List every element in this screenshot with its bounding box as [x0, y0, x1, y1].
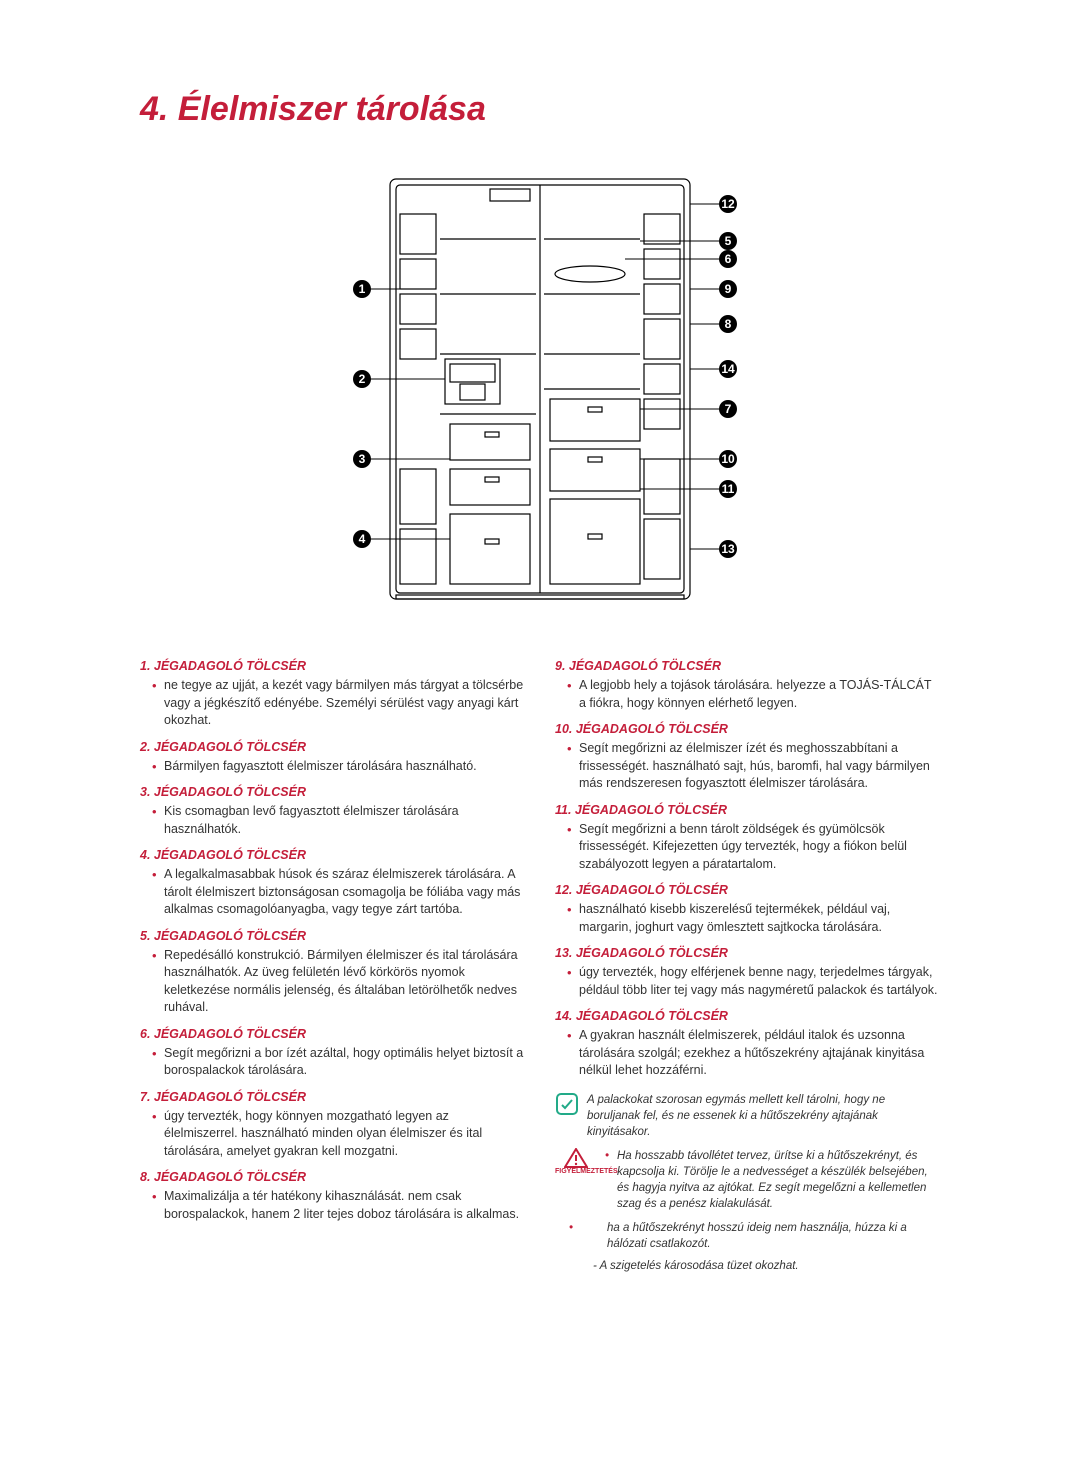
- left-column: 1. JÉGADAGOLÓ TÖLCSÉR ne tegye az ujját, …: [140, 649, 525, 1280]
- callout-11: 11: [640, 480, 737, 498]
- callout-8: 8: [690, 315, 737, 333]
- notes-block: A palackokat szorosan egymás mellett kel…: [555, 1092, 940, 1275]
- section-heading: 12. JÉGADAGOLÓ TÖLCSÉR: [555, 883, 940, 897]
- callout-12: 12: [690, 195, 737, 213]
- section-heading: 10. JÉGADAGOLÓ TÖLCSÉR: [555, 722, 940, 736]
- svg-text:13: 13: [721, 542, 735, 556]
- section-body: Maximalizálja a tér hatékony kihasználás…: [140, 1188, 525, 1223]
- callout-6: 6: [625, 250, 737, 268]
- callout-14: 14: [690, 360, 737, 378]
- svg-text:11: 11: [722, 482, 735, 496]
- svg-text:4: 4: [359, 532, 366, 546]
- section-body: Segít megőrizni a benn tárolt zöldségek …: [555, 821, 940, 874]
- callout-1: 1: [353, 280, 400, 298]
- section-heading: 13. JÉGADAGOLÓ TÖLCSÉR: [555, 946, 940, 960]
- warn-note-text-2: ha a hűtőszekrényt hosszú ideig nem hasz…: [569, 1220, 940, 1252]
- callout-9: 9: [690, 280, 737, 298]
- section-body: használható kisebb kiszerelésű tejtermék…: [555, 901, 940, 936]
- section-body: úgy tervezték, hogy könnyen mozgatható l…: [140, 1108, 525, 1161]
- section-heading: 5. JÉGADAGOLÓ TÖLCSÉR: [140, 929, 525, 943]
- section-body: Segít megőrizni a bor ízét azáltal, hogy…: [140, 1045, 525, 1080]
- svg-text:9: 9: [725, 282, 732, 296]
- info-icon: [555, 1092, 579, 1116]
- info-note-text: A palackokat szorosan egymás mellett kel…: [587, 1092, 940, 1140]
- right-column: 9. JÉGADAGOLÓ TÖLCSÉR A legjobb hely a to…: [555, 649, 940, 1280]
- section-body: Segít megőrizni az élelmiszer ízét és me…: [555, 740, 940, 793]
- section-heading: 8. JÉGADAGOLÓ TÖLCSÉR: [140, 1170, 525, 1184]
- section-body: Bármilyen fagyasztott élelmiszer tárolás…: [140, 758, 525, 776]
- svg-text:8: 8: [725, 317, 732, 331]
- svg-text:1: 1: [359, 282, 366, 296]
- callout-13: 13: [690, 540, 737, 558]
- section-heading: 4. JÉGADAGOLÓ TÖLCSÉR: [140, 848, 525, 862]
- section-body: Repedésálló konstrukció. Bármilyen élelm…: [140, 947, 525, 1017]
- section-body: A legalkalmasabbak húsok és száraz élelm…: [140, 866, 525, 919]
- warn-label: FIGYELMEZTETÉS: [555, 1168, 597, 1175]
- warn-note: FIGYELMEZTETÉS Ha hosszabb távollétet te…: [555, 1148, 940, 1212]
- callout-10: 10: [640, 450, 737, 468]
- section-body: A legjobb hely a tojások tárolására. hel…: [555, 677, 940, 712]
- section-heading: 3. JÉGADAGOLÓ TÖLCSÉR: [140, 785, 525, 799]
- warn-note-text-1: Ha hosszabb távollétet tervez, ürítse ki…: [605, 1148, 940, 1212]
- svg-text:14: 14: [721, 362, 735, 376]
- section-body: ne tegye az ujját, a kezét vagy bármilye…: [140, 677, 525, 730]
- section-body: A gyakran használt élelmiszerek, például…: [555, 1027, 940, 1080]
- warning-icon: FIGYELMEZTETÉS: [555, 1148, 597, 1172]
- section-heading: 9. JÉGADAGOLÓ TÖLCSÉR: [555, 659, 940, 673]
- callout-7: 7: [640, 400, 737, 418]
- svg-text:6: 6: [725, 252, 732, 266]
- svg-text:12: 12: [721, 197, 735, 211]
- section-heading: 1. JÉGADAGOLÓ TÖLCSÉR: [140, 659, 525, 673]
- section-heading: 11. JÉGADAGOLÓ TÖLCSÉR: [555, 803, 940, 817]
- svg-text:5: 5: [725, 234, 732, 248]
- info-note: A palackokat szorosan egymás mellett kel…: [555, 1092, 940, 1140]
- section-body: Kis csomagban levő fagyasztott élelmisze…: [140, 803, 525, 838]
- svg-text:2: 2: [359, 372, 366, 386]
- callout-3: 3: [353, 450, 450, 468]
- callout-2: 2: [353, 370, 445, 388]
- content-columns: 1. JÉGADAGOLÓ TÖLCSÉR ne tegye az ujját, …: [140, 649, 940, 1280]
- svg-text:7: 7: [725, 402, 732, 416]
- section-heading: 7. JÉGADAGOLÓ TÖLCSÉR: [140, 1090, 525, 1104]
- callout-5: 5: [640, 232, 737, 250]
- page-title: 4. Élelmiszer tárolása: [140, 90, 940, 129]
- section-heading: 6. JÉGADAGOLÓ TÖLCSÉR: [140, 1027, 525, 1041]
- svg-text:3: 3: [359, 452, 366, 466]
- section-body: úgy tervezték, hogy elférjenek benne nag…: [555, 964, 940, 999]
- svg-text:10: 10: [721, 452, 735, 466]
- section-heading: 2. JÉGADAGOLÓ TÖLCSÉR: [140, 740, 525, 754]
- section-heading: 14. JÉGADAGOLÓ TÖLCSÉR: [555, 1009, 940, 1023]
- warn-note-text-3: - A szigetelés károsodása tüzet okozhat.: [555, 1258, 940, 1274]
- fridge-diagram: 1 2 3 4 12 5 6 9 8 14 7 10 11 13: [290, 159, 790, 619]
